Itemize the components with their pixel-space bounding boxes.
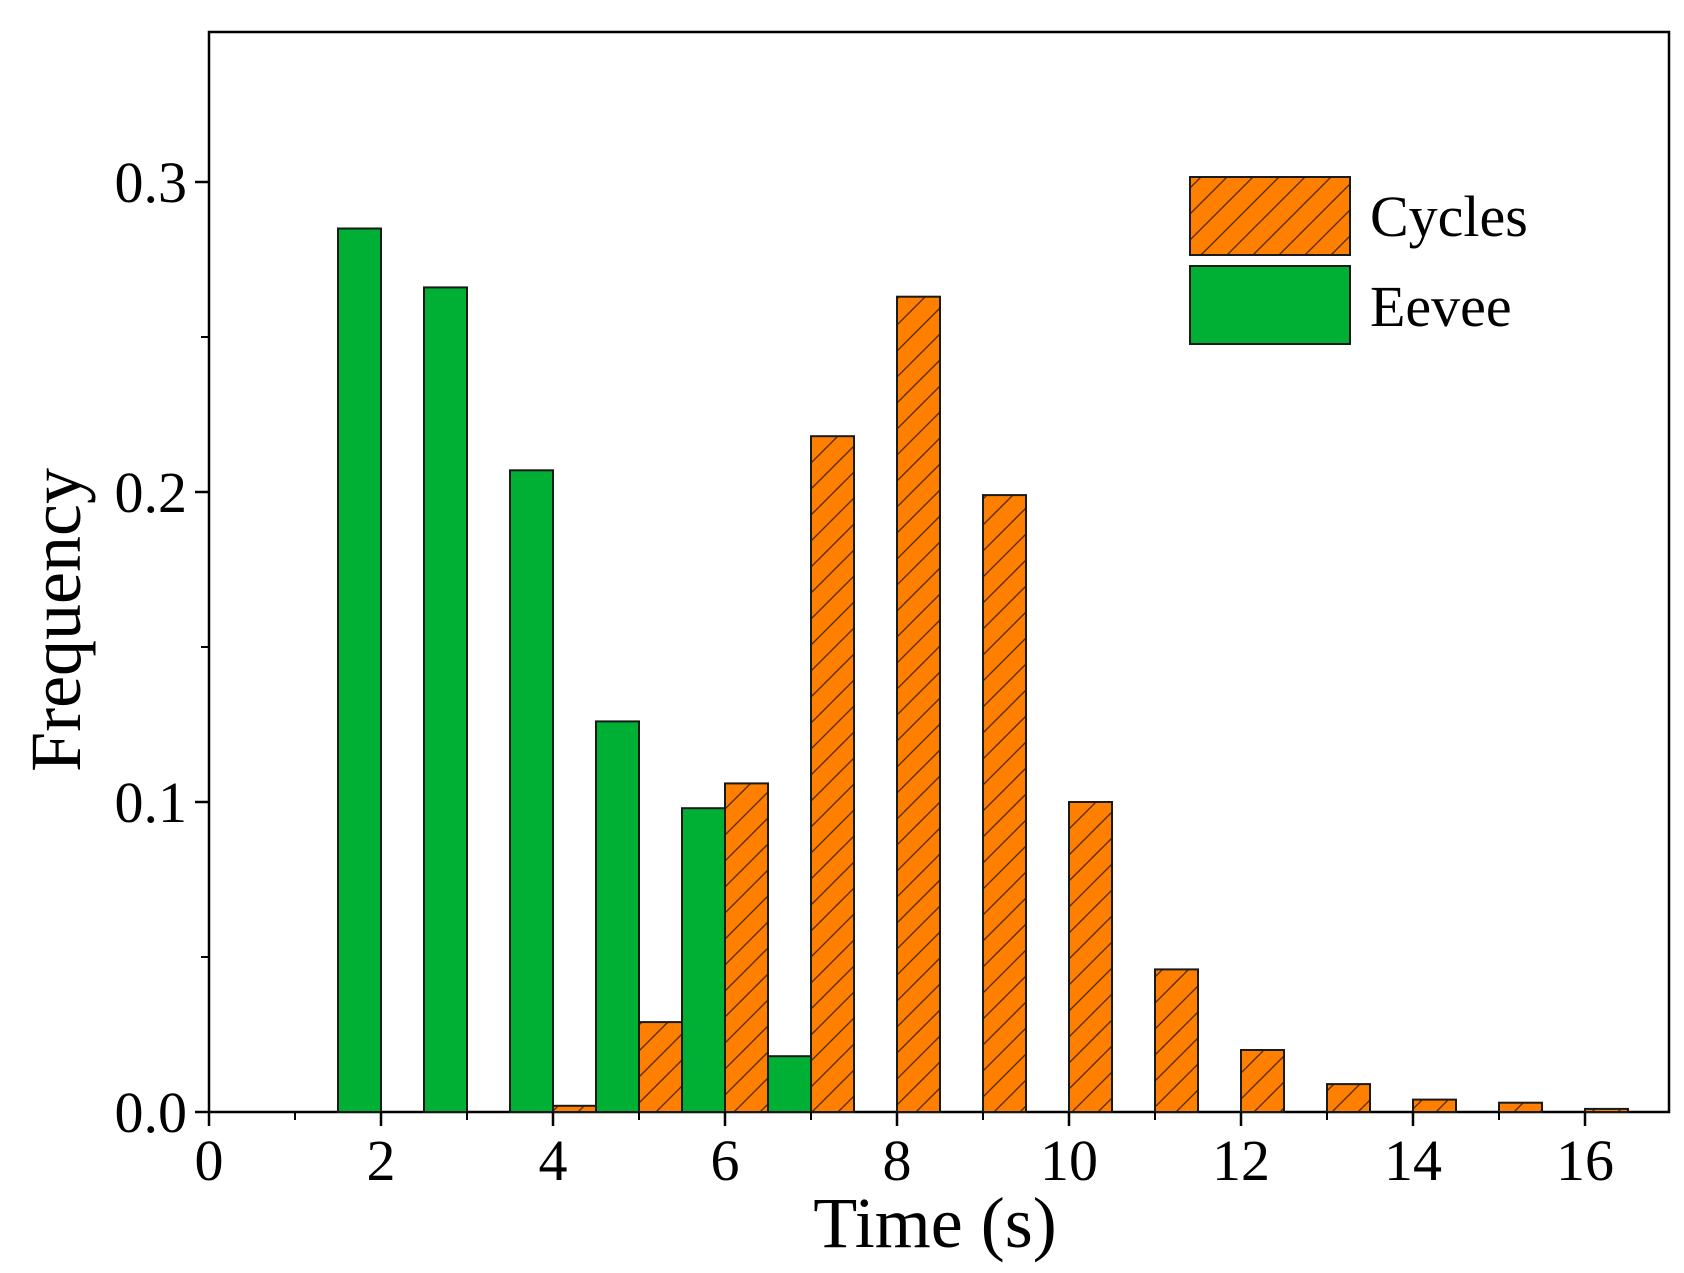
x-tick-label: 0: [195, 1128, 224, 1193]
legend-swatch-cycles: [1189, 176, 1351, 256]
x-axis-title: Time (s): [813, 1183, 1056, 1263]
bar-cycles-8: [1240, 1049, 1285, 1113]
bar-cycles-3: [810, 435, 855, 1113]
bar-cycles-1: [638, 1021, 683, 1113]
bar-eevee-4: [681, 807, 726, 1113]
bar-cycles-9: [1326, 1083, 1371, 1113]
x-tick-label: 12: [1212, 1128, 1270, 1193]
bar-cycles-10: [1412, 1098, 1457, 1113]
legend: Cycles Eevee: [1189, 176, 1528, 345]
bar-cycles-5: [982, 494, 1027, 1114]
bar-eevee-5: [767, 1055, 812, 1113]
bar-cycles-11: [1498, 1101, 1543, 1113]
bar-cycles-6: [1068, 801, 1113, 1113]
x-tick-label: 10: [1040, 1128, 1098, 1193]
legend-swatch-eevee: [1189, 265, 1351, 345]
bar-eevee-2: [509, 469, 554, 1113]
bar-cycles-0: [552, 1104, 597, 1114]
y-tick-label: 0.1: [115, 770, 188, 835]
bar-cycles-7: [1154, 968, 1199, 1114]
x-tick-label: 4: [539, 1128, 568, 1193]
y-tick-label: 0.2: [115, 460, 188, 525]
x-tick-label: 2: [367, 1128, 396, 1193]
x-tick-label: 8: [883, 1128, 912, 1193]
x-tick-label: 6: [711, 1128, 740, 1193]
bar-cycles-2: [724, 782, 769, 1114]
bar-cycles-12: [1584, 1107, 1629, 1114]
bar-eevee-3: [595, 720, 640, 1114]
bars-layer: [337, 227, 1629, 1114]
x-tick-label: 14: [1384, 1128, 1442, 1193]
ticks-layer: 0 2 4 6 8 10 12 14 16 0.0 0.1 0.2 0.3: [115, 150, 1615, 1193]
bar-cycles-4: [896, 295, 941, 1113]
bar-eevee-1: [423, 286, 468, 1113]
legend-label-eevee: Eevee: [1370, 274, 1512, 339]
y-tick-label: 0.0: [115, 1080, 188, 1145]
x-tick-label: 16: [1556, 1128, 1614, 1193]
y-tick-label: 0.3: [115, 150, 188, 215]
legend-label-cycles: Cycles: [1370, 184, 1528, 249]
y-axis-title: Frequency: [16, 468, 96, 772]
bar-eevee-0: [337, 227, 382, 1113]
